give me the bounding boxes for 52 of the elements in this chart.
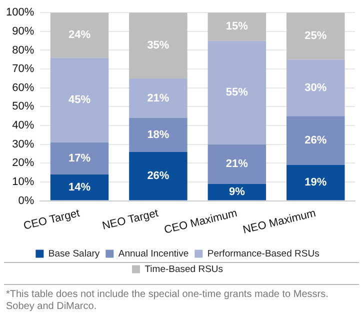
x-tick-label: NEO Target (101, 207, 160, 232)
data-label: 14% (68, 181, 91, 194)
bar (286, 60, 345, 116)
data-label: 18% (147, 128, 170, 141)
data-label: 26% (304, 134, 327, 147)
y-tick-label: 40% (12, 120, 34, 132)
y-tick-label: 80% (12, 44, 34, 56)
bar (208, 184, 266, 200)
bar (286, 12, 345, 60)
bar (129, 12, 188, 78)
legend-label: Base Salary (48, 248, 100, 260)
y-tick-label: 10% (12, 176, 34, 188)
x-tick-label: CEO Target (22, 207, 81, 232)
data-label: 25% (304, 30, 327, 42)
bar (208, 40, 266, 144)
bar (129, 152, 188, 200)
bar (129, 118, 188, 152)
data-label: 21% (226, 158, 248, 170)
y-tick-label: 60% (12, 82, 34, 94)
bar (208, 12, 266, 41)
bar (50, 12, 109, 58)
data-label: 17% (68, 152, 91, 164)
bar (286, 116, 345, 166)
data-label: 21% (147, 92, 170, 104)
y-tick-label: 30% (12, 138, 34, 150)
bar (50, 58, 109, 142)
text: *This table does not include the special one-time grants made to Messrs. Sobey and DiMarco. (6, 289, 330, 313)
bar (286, 165, 345, 200)
bar (50, 142, 109, 174)
bar (50, 174, 109, 200)
data-label: 15% (226, 20, 248, 33)
y-tick-label: 70% (12, 63, 34, 76)
data-label: 30% (304, 82, 327, 94)
bar (208, 144, 266, 184)
data-label: 45% (68, 94, 91, 106)
y-tick-label: 20% (12, 157, 34, 170)
y-tick-label: 100% (6, 6, 34, 19)
y-tick-label: 0% (18, 194, 34, 207)
y-tick-label: 50% (12, 100, 34, 113)
legend-label: Annual Incentive (118, 248, 189, 260)
data-label: 9% (228, 186, 246, 198)
bar (129, 78, 188, 118)
data-label: 24% (68, 29, 91, 42)
data-label: 35% (147, 40, 170, 52)
data-label: 26% (147, 170, 170, 182)
legend-label: Time-Based RSUs (144, 264, 224, 275)
y-tick-label: 90% (12, 25, 34, 38)
data-label: 55% (226, 86, 248, 99)
legend-label: Performance-Based RSUs (207, 248, 320, 260)
data-label: 19% (304, 176, 327, 189)
x-tick-label: NEO Maximum (242, 207, 318, 236)
x-tick-label: CEO Maximum (163, 207, 238, 236)
